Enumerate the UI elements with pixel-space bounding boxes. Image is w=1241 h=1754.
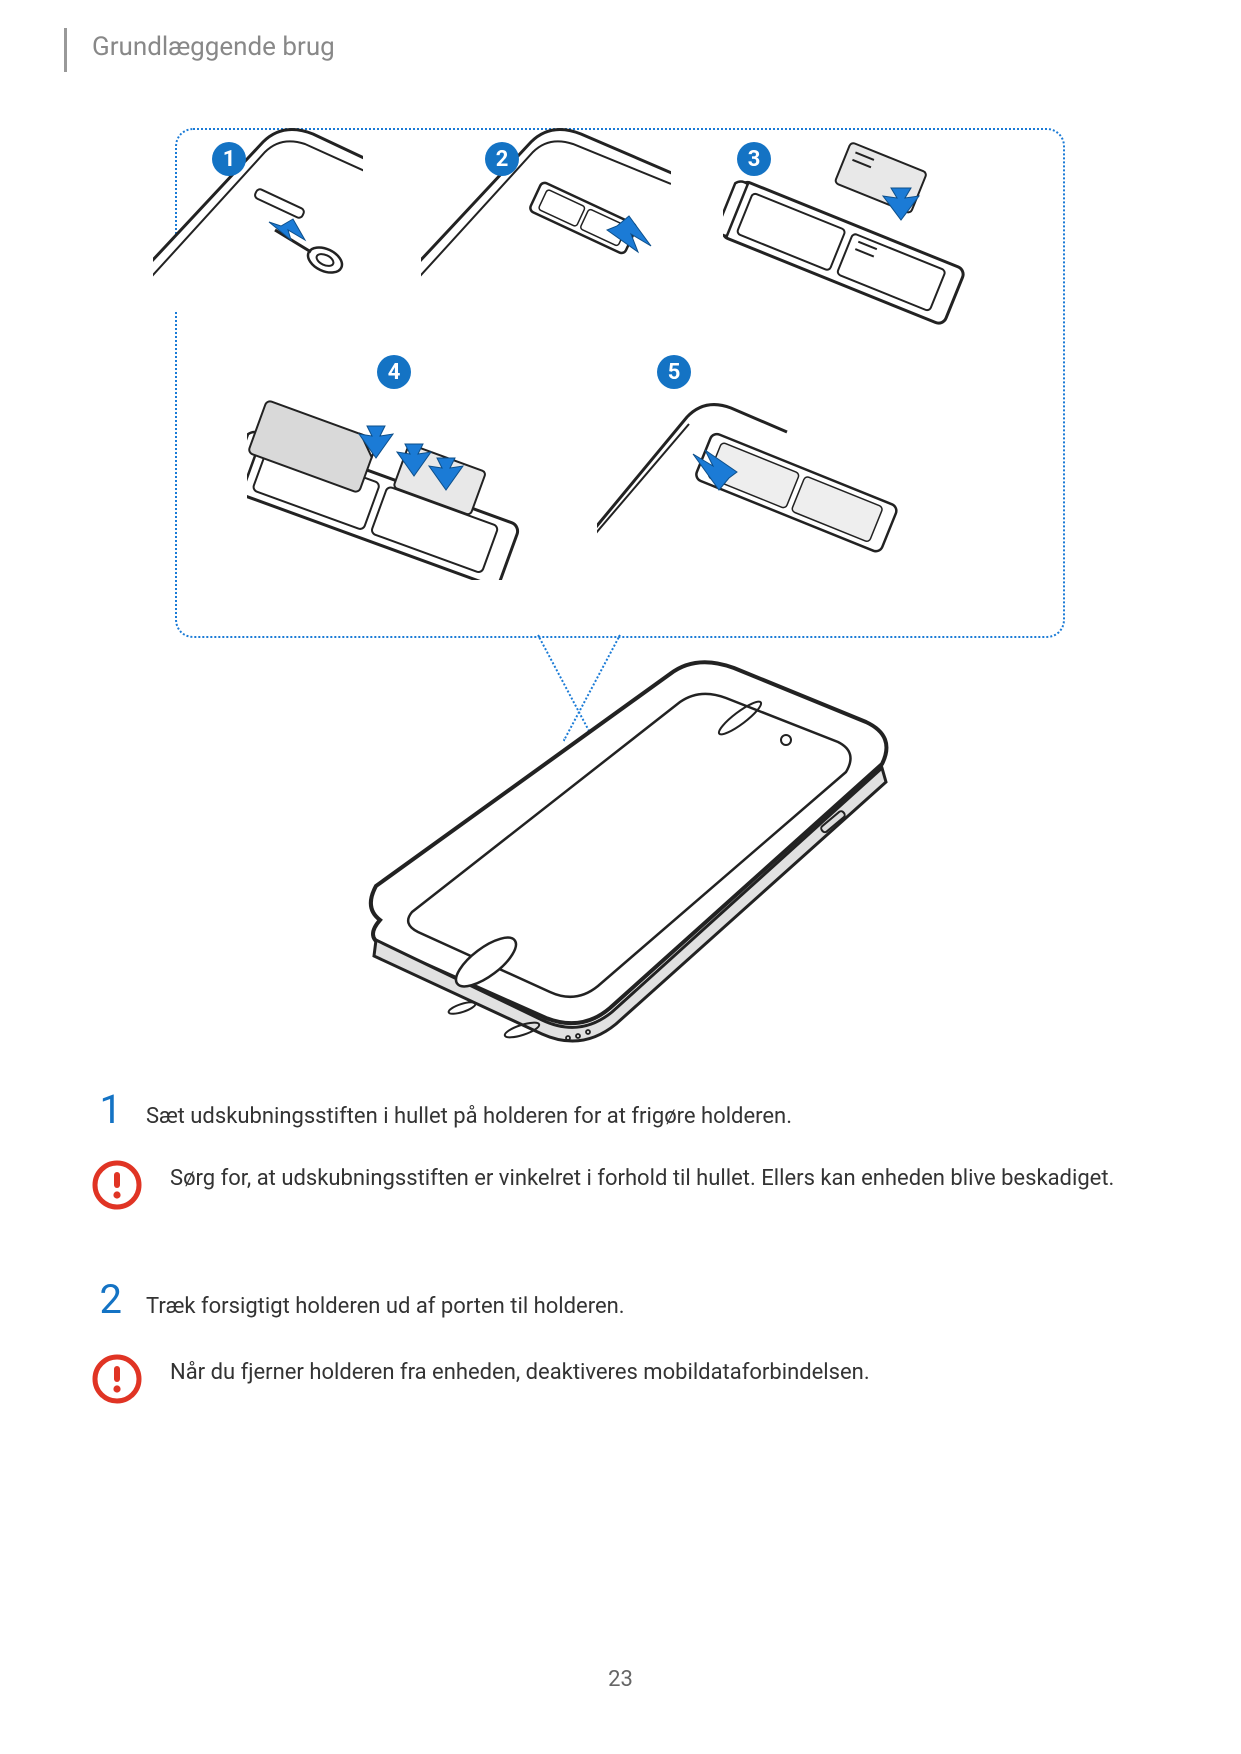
diagram-step-5 [597,362,927,582]
diagram-step-2 [421,112,671,312]
step-row-1: 1 Sæt udskubningsstiften i hullet på hol… [92,1090,1149,1133]
caution-icon [92,1354,142,1404]
caution-row-2: Når du fjerner holderen fra enheden, dea… [92,1354,1149,1404]
header-accent-bar [64,28,67,72]
diagram-badge-3: 3 [737,142,771,176]
page-number: 23 [0,1667,1241,1692]
caution-icon [92,1160,142,1210]
step-text-2: Træk forsigtigt holderen ud af porten ti… [146,1280,625,1323]
diagram-badge-2: 2 [485,142,519,176]
diagram-step-4 [247,350,567,580]
step-text-1: Sæt udskubningsstiften i hullet på holde… [146,1090,792,1133]
caution-row-1: Sørg for, at udskubningsstiften er vinke… [92,1160,1149,1210]
diagram-badge-5: 5 [657,355,691,389]
section-title: Grundlæggende brug [92,32,335,62]
diagram-badge-1: 1 [212,142,246,176]
diagram-badge-4: 4 [377,355,411,389]
caution-text-2: Når du fjerner holderen fra enheden, dea… [170,1354,1149,1390]
instruction-diagram-box: 1 2 3 4 5 [175,128,1065,638]
step-row-2: 2 Træk forsigtigt holderen ud af porten … [92,1280,1149,1323]
phone-illustration [310,660,930,1060]
diagram-step-1 [153,112,363,312]
step-number-2: 2 [92,1280,122,1320]
step-number-1: 1 [92,1090,122,1130]
caution-text-1: Sørg for, at udskubningsstiften er vinke… [170,1160,1149,1196]
